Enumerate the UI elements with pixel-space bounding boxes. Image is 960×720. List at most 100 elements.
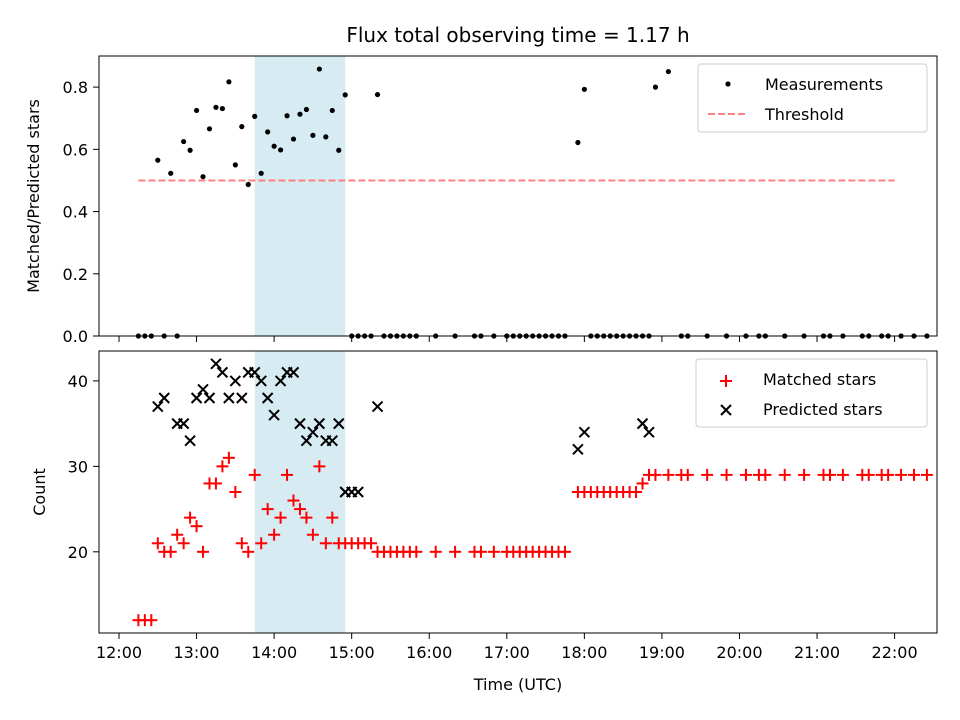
predicted-star-point [268,409,280,421]
measurement-point [342,92,348,98]
bottom-legend: Matched stars Predicted stars [695,358,928,428]
measurement-point [252,113,258,119]
matched-star-point [410,545,423,558]
measurement-point [323,134,329,140]
predicted-star-point [203,392,216,404]
legend-threshold-label: Threshold [764,105,844,124]
bottom-x-tick-label: 19:00 [639,643,685,662]
measurement-point [258,170,264,176]
measurement-point [284,113,290,119]
measurement-point [271,143,277,149]
legend-measurements-label: Measurements [765,75,883,94]
predicted-star-point [371,400,384,413]
measurement-point [265,129,271,135]
predicted-star-point [274,375,287,387]
measurement-point [232,162,238,168]
matched-star-point [720,468,733,481]
bottom-y-ticks: 20 30 40 [68,372,99,562]
matched-star-point [261,503,274,516]
matched-star-point [255,537,268,550]
bottom-x-tick-label: 18:00 [561,643,607,662]
bottom-x-tick-label: 14:00 [251,643,297,662]
measurement-point [277,147,284,153]
matched-star-point [778,468,791,481]
predicted-star-point [255,375,267,387]
matched-star-point [701,468,714,481]
top-y-tick-label: 0.4 [63,203,88,222]
matched-star-point [281,468,294,481]
matched-star-point [235,537,248,550]
matched-star-point [242,545,255,558]
predicted-star-point [177,417,190,430]
matched-star-point [268,528,281,541]
legend-measurements-marker [725,81,731,87]
matched-star-point [313,460,326,473]
predicted-star-point [326,435,338,447]
matched-star-point [145,614,158,627]
measurement-point [310,132,316,138]
measurement-point [575,139,581,146]
legend-matched-label: Matched stars [763,370,876,389]
predicted-star-point [643,426,655,438]
predicted-star-point [158,392,170,404]
measurement-point [187,147,193,153]
chart-title: Flux total observing time = 1.17 h [346,23,689,47]
predicted-star-point [223,392,235,404]
top-x-ticks [118,336,896,342]
bottom-panel: 20 30 40 12:00 13:00 14:00 15:00 16:00 17:00 18:… [30,350,938,694]
matched-star-point [759,468,772,481]
predicted-star-point [572,443,584,455]
predicted-star-point [333,417,345,430]
top-highlight-span [254,56,346,336]
matched-star-point [306,528,319,541]
bottom-y-tick-label: 30 [68,457,88,476]
matched-star-point [171,528,184,541]
top-y-tick-label: 0.0 [63,327,88,346]
bottom-x-tick-label: 17:00 [484,643,530,662]
matched-star-point [895,468,908,481]
matched-star-point [662,468,675,481]
measurement-point [303,106,310,113]
measurement-point [239,124,245,130]
matched-star-point [365,537,378,550]
matched-star-point [558,545,571,558]
predicted-star-point [249,366,261,379]
bottom-axes-frame [98,350,938,634]
predicted-star-point [352,486,364,498]
predicted-star-point [636,417,649,430]
matched-star-point [836,468,849,481]
matched-star-point [177,537,190,550]
matched-star-point [681,468,694,481]
top-y-tick-label: 0.2 [63,265,88,284]
legend-matched-marker [720,375,732,387]
matched-star-point [636,477,649,490]
matched-star-point [222,451,235,464]
top-y-tick-label: 0.8 [63,78,88,97]
matched-star-point [798,468,811,481]
predicted-star-point [216,366,229,379]
bottom-x-tick-label: 20:00 [716,643,762,662]
measurement-point [155,157,161,163]
matched-star-point [164,545,177,558]
matched-star-point [319,537,332,550]
bottom-x-tick-label: 13:00 [174,643,220,662]
matched-star-point [229,486,242,498]
bottom-x-tick-label: 12:00 [96,643,142,662]
measurement-point [193,107,200,114]
matched-star-point [882,468,895,481]
top-panel: 0.00.20.40.60.8 Matched/Predicted stars … [24,55,938,346]
bottom-highlight-span [254,351,346,633]
measurement-point [374,91,381,98]
matched-star-point [907,468,920,481]
x-axis-label: Time (UTC) [473,675,562,694]
predicted-star-point [190,392,203,404]
bottom-plot-marks [132,358,933,627]
measurement-point [226,79,232,85]
bottom-y-axis-label: Count [30,468,49,516]
measurement-point [652,84,659,90]
measurement-point [219,105,226,112]
bottom-y-tick-label: 40 [68,372,88,391]
top-y-ticks: 0.0 0.2 0.4 0.6 0.8 [63,78,99,346]
predicted-star-point [300,435,313,447]
